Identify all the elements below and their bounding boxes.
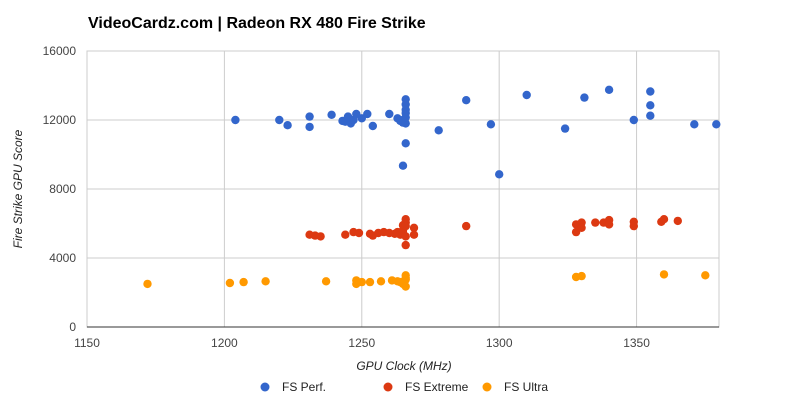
data-point[interactable] <box>604 85 614 95</box>
data-point[interactable] <box>401 221 410 231</box>
data-point[interactable] <box>701 271 710 280</box>
data-point[interactable] <box>283 121 292 130</box>
data-point[interactable] <box>401 232 410 241</box>
legend-item[interactable]: FS Ultra <box>482 380 549 394</box>
data-points <box>143 85 721 291</box>
data-point[interactable] <box>486 120 496 129</box>
legend-label: FS Ultra <box>504 380 548 394</box>
legend-marker <box>383 382 393 392</box>
data-point[interactable] <box>401 139 410 148</box>
x-tick-label: 1250 <box>348 336 375 350</box>
data-point[interactable] <box>401 240 410 250</box>
series-fs-ultra <box>143 270 710 291</box>
data-point[interactable] <box>401 119 410 128</box>
data-point[interactable] <box>275 115 284 125</box>
data-point[interactable] <box>341 230 350 239</box>
x-tick-label: 1200 <box>211 336 238 350</box>
x-axis-title: GPU Clock (MHz) <box>356 359 451 373</box>
data-point[interactable] <box>357 277 366 287</box>
data-point[interactable] <box>462 96 471 105</box>
data-point[interactable] <box>401 95 410 104</box>
legend-label: FS Perf. <box>282 380 326 394</box>
y-tick-label: 16000 <box>43 44 77 58</box>
data-point[interactable] <box>401 275 410 284</box>
data-point[interactable] <box>231 115 240 125</box>
data-point[interactable] <box>368 121 377 131</box>
data-point[interactable] <box>646 101 655 110</box>
data-point[interactable] <box>409 230 419 239</box>
y-tick-label: 0 <box>69 320 76 334</box>
data-point[interactable] <box>604 220 614 229</box>
data-point[interactable] <box>646 87 655 96</box>
data-point[interactable] <box>316 232 325 241</box>
legend-item[interactable]: FS Perf. <box>260 380 327 394</box>
data-point[interactable] <box>659 270 669 279</box>
data-point[interactable] <box>409 223 419 232</box>
legend-label: FS Extreme <box>405 380 469 394</box>
data-point[interactable] <box>143 279 152 289</box>
data-point[interactable] <box>225 278 235 288</box>
data-point[interactable] <box>354 228 364 238</box>
data-point[interactable] <box>580 93 589 102</box>
series-fs-extreme <box>305 215 682 250</box>
x-tick-label: 1350 <box>623 336 650 350</box>
series-fs-perf <box>231 85 721 179</box>
y-tick-label: 4000 <box>49 251 76 265</box>
data-point[interactable] <box>577 271 586 281</box>
data-point[interactable] <box>321 277 331 286</box>
data-point[interactable] <box>522 90 531 100</box>
data-point[interactable] <box>712 120 721 129</box>
data-point[interactable] <box>673 216 682 226</box>
data-point[interactable] <box>401 282 410 291</box>
data-point[interactable] <box>385 109 394 119</box>
data-point[interactable] <box>690 120 699 129</box>
chart-title: VideoCardz.com | Radeon RX 480 Fire Stri… <box>88 15 426 32</box>
data-point[interactable] <box>577 223 586 232</box>
y-axis-title: Fire Strike GPU Score <box>11 129 25 248</box>
data-point[interactable] <box>376 277 386 286</box>
data-point[interactable] <box>434 126 443 135</box>
data-point[interactable] <box>305 112 314 121</box>
data-point[interactable] <box>327 110 336 120</box>
data-point[interactable] <box>560 124 570 133</box>
x-tick-label: 1150 <box>74 336 100 350</box>
data-point[interactable] <box>363 109 372 119</box>
data-point[interactable] <box>495 170 504 179</box>
data-point[interactable] <box>365 277 375 287</box>
y-tick-label: 8000 <box>49 182 76 196</box>
data-point[interactable] <box>462 221 471 231</box>
axes: 0 4000 8000 12000 16000 1150 1200 1250 1300 1350 <box>43 44 719 350</box>
data-point[interactable] <box>591 218 600 227</box>
x-tick-label: 1300 <box>486 336 513 350</box>
data-point[interactable] <box>629 115 638 125</box>
y-tick-label: 12000 <box>43 113 77 127</box>
data-point[interactable] <box>659 215 669 224</box>
data-point[interactable] <box>398 161 408 170</box>
legend-item[interactable]: FS Extreme <box>383 380 469 394</box>
data-point[interactable] <box>646 111 655 120</box>
legend-marker <box>260 382 270 392</box>
data-point[interactable] <box>239 277 248 287</box>
data-point[interactable] <box>305 122 314 132</box>
legend-marker <box>482 382 492 392</box>
data-point[interactable] <box>261 277 270 286</box>
legend[interactable]: FS Perf. FS Extreme FS Ultra <box>260 380 549 394</box>
data-point[interactable] <box>629 221 638 231</box>
